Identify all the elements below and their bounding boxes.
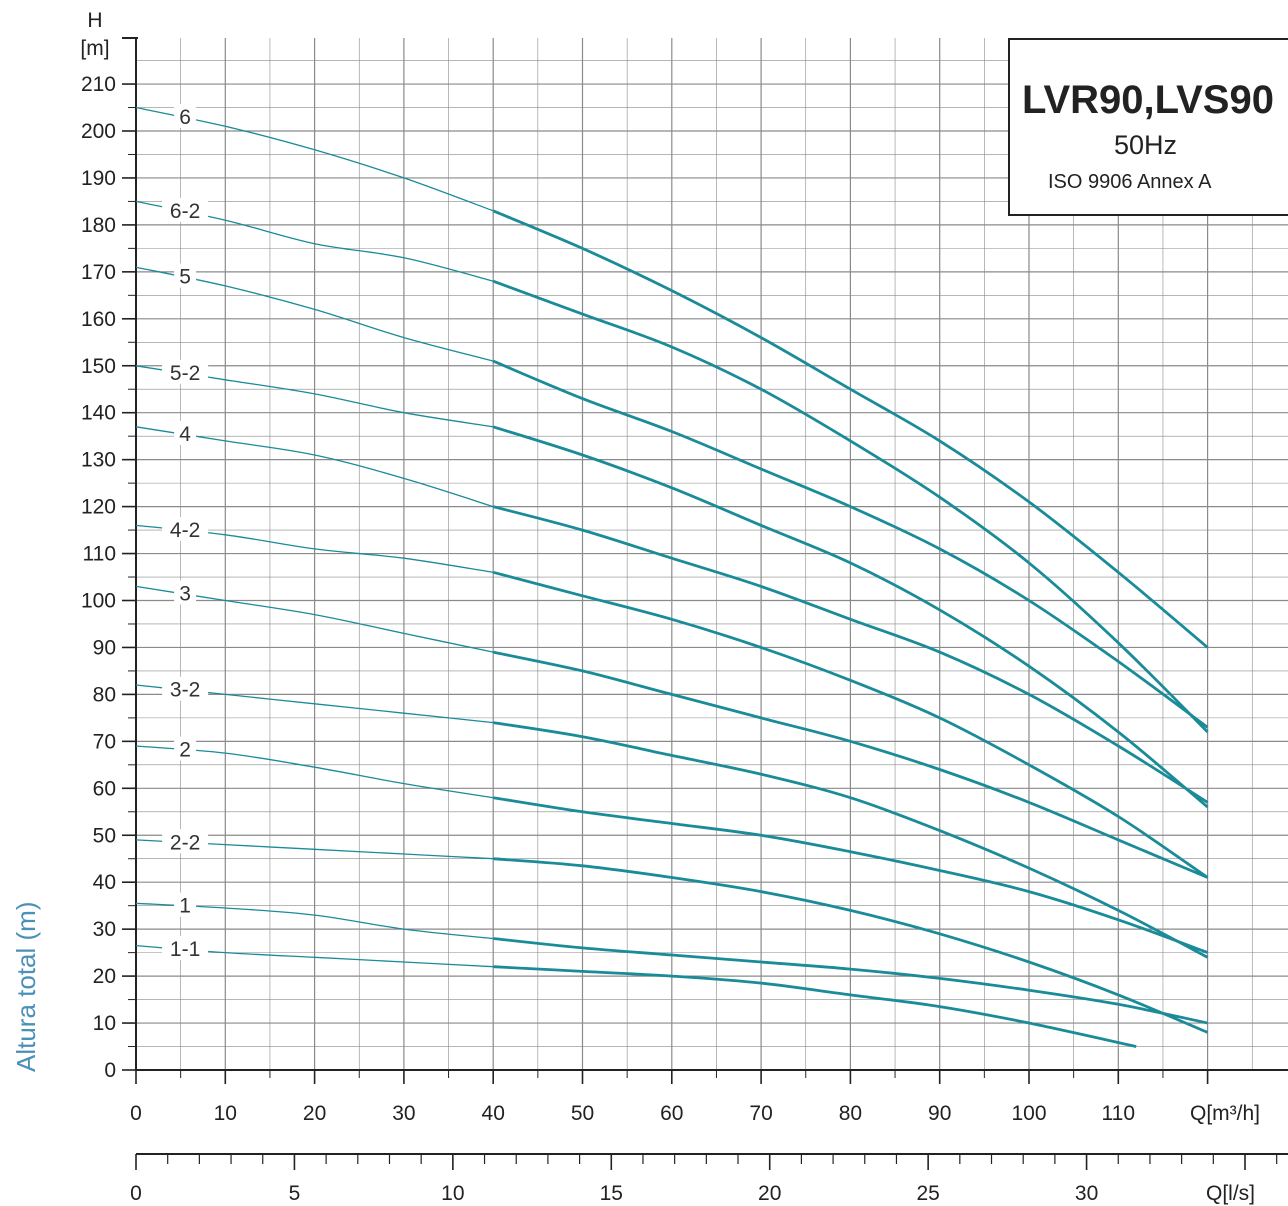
y-axis-unit: [m] xyxy=(80,37,109,60)
curve-label-bg xyxy=(162,359,209,384)
y-tick-label: 170 xyxy=(81,261,116,284)
curve-6 xyxy=(492,209,1209,649)
curve-labels: 6 6-2 5 5-2 4 4-2 3 3-2 2 2-2 1 1-1 xyxy=(162,103,209,961)
y-tick-label: 120 xyxy=(81,496,116,519)
x2-tick-label: 10 xyxy=(441,1182,464,1205)
x2-tick-label: 25 xyxy=(916,1182,939,1205)
y-tick-label: 190 xyxy=(81,167,116,190)
y-tick-label: 150 xyxy=(81,355,116,378)
x-tick-label: 70 xyxy=(749,1102,772,1125)
y-tick-label: 50 xyxy=(93,824,116,847)
x-tick-label: 20 xyxy=(303,1102,326,1125)
chart-frequency: 50Hz xyxy=(1114,130,1178,160)
x-tick-label: 0 xyxy=(130,1102,142,1125)
y-tick-label: 100 xyxy=(81,590,116,613)
x-tick-label: 40 xyxy=(482,1102,505,1125)
curve-5-2 xyxy=(492,425,1209,809)
y-tick-label: 0 xyxy=(104,1059,116,1082)
curve-4 xyxy=(492,505,1209,804)
x-axis-label: Q[m³/h] xyxy=(1190,1102,1260,1125)
y-tick-label: 180 xyxy=(81,214,116,237)
curve-label-bg xyxy=(174,892,197,917)
curve-1-1 xyxy=(493,965,1137,1048)
y-tick-label: 30 xyxy=(93,918,116,941)
curve-label-bg xyxy=(162,676,209,701)
curve-label-bg xyxy=(162,829,209,854)
x2-tick-label: 30 xyxy=(1075,1182,1098,1205)
curve-label: 5-2 xyxy=(170,362,200,385)
y-tick-label: 40 xyxy=(93,871,116,894)
y-axis-label: H xyxy=(87,9,102,32)
curve-2 xyxy=(492,796,1209,954)
y-tick-label: 20 xyxy=(93,965,116,988)
x2-tick-label: 0 xyxy=(130,1182,142,1205)
x-tick-label: 30 xyxy=(392,1102,415,1125)
x-tick-label: 90 xyxy=(928,1102,951,1125)
y-tick-label: 130 xyxy=(81,449,116,472)
x-tick-label: 60 xyxy=(660,1102,683,1125)
curve-label: 3 xyxy=(179,582,191,605)
y-tick-label: 210 xyxy=(81,73,116,96)
curve-label: 2-2 xyxy=(170,831,200,854)
curve-label: 5 xyxy=(179,266,191,289)
x-tick-label: 80 xyxy=(839,1102,862,1125)
head-curves xyxy=(135,106,1209,1048)
y-tick-label: 160 xyxy=(81,308,116,331)
curve-2-2 xyxy=(493,857,1209,1034)
curve-label-bg xyxy=(162,936,209,961)
x2-tick-label: 5 xyxy=(289,1182,301,1205)
y-tick-label: 70 xyxy=(93,730,116,753)
y-tick-label: 60 xyxy=(93,777,116,800)
curve-label-bg xyxy=(174,263,197,288)
x2-tick-label: 15 xyxy=(600,1182,623,1205)
chart-title-box: LVR90,LVS90 50Hz ISO 9906 Annex A xyxy=(1008,38,1288,216)
curve-1 xyxy=(493,937,1208,1025)
curve-label-bg xyxy=(162,517,209,542)
grid-lines xyxy=(135,38,1288,1071)
curve-3-2 xyxy=(492,721,1209,959)
x2-tick-label: 20 xyxy=(758,1182,781,1205)
y-tick-label: 10 xyxy=(93,1012,116,1035)
curve-label: 1-1 xyxy=(170,938,200,961)
y-tick-label: 140 xyxy=(81,402,116,425)
curve-label: 3-2 xyxy=(170,679,200,702)
chart-title: LVR90,LVS90 xyxy=(1022,78,1274,122)
curve-label: 4-2 xyxy=(170,519,200,542)
x-tick-label: 110 xyxy=(1102,1102,1135,1125)
y-tick-label: 80 xyxy=(93,683,116,706)
axes: 0102030405060708090100110120130140150160… xyxy=(80,9,1288,1205)
curve-label: 4 xyxy=(179,423,191,446)
curve-label: 2 xyxy=(179,739,191,762)
x-tick-label: 10 xyxy=(214,1102,237,1125)
x-tick-label: 100 xyxy=(1011,1102,1046,1125)
curve-label: 1 xyxy=(179,895,191,918)
curve-3 xyxy=(492,650,1209,879)
curve-label-bg xyxy=(174,580,197,605)
curve-label-bg xyxy=(162,197,209,222)
x-tick-label: 50 xyxy=(571,1102,594,1125)
curve-label-bg xyxy=(174,736,197,761)
curve-label: 6 xyxy=(179,106,191,129)
curve-label-bg xyxy=(174,420,197,445)
y-tick-label: 110 xyxy=(83,543,116,566)
curve-label-bg xyxy=(174,103,197,128)
curve-4-2 xyxy=(492,570,1209,879)
y-tick-label: 200 xyxy=(81,120,116,143)
chart-standard-note: ISO 9906 Annex A xyxy=(1048,171,1212,193)
curve-5 xyxy=(492,359,1209,729)
y-tick-label: 90 xyxy=(93,636,116,659)
side-axis-label: Altura total (m) xyxy=(11,901,41,1073)
curve-label: 6-2 xyxy=(170,200,200,223)
curve-6-2 xyxy=(492,279,1209,733)
x2-axis-label: Q[l/s] xyxy=(1206,1182,1255,1205)
